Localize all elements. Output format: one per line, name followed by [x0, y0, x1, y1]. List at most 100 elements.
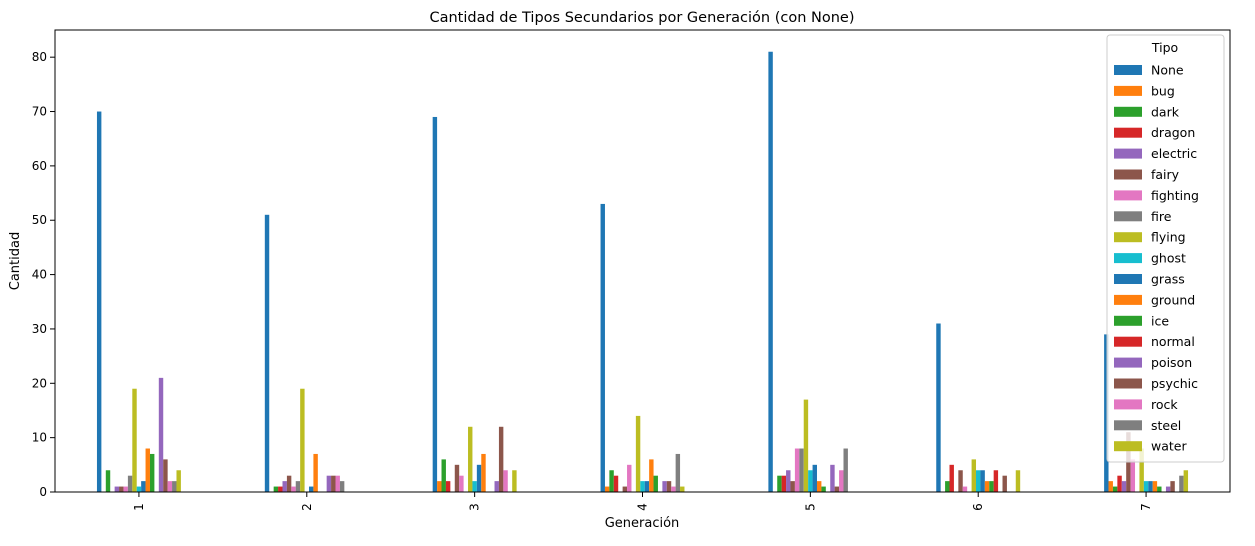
bar-None-gen-4	[600, 203, 605, 492]
bar-grass-gen-1	[141, 481, 146, 492]
bar-fire-gen-2	[295, 481, 301, 492]
bar-water-gen-1	[176, 470, 181, 492]
bar-flying-gen-5	[803, 399, 809, 492]
bar-steel-gen-2	[339, 481, 345, 492]
bar-fairy-gen-2	[286, 475, 292, 492]
legend-label-ground: ground	[1151, 292, 1195, 307]
bar-bug-gen-4	[604, 486, 610, 492]
bar-fighting-gen-1	[123, 486, 128, 492]
legend-label-fire: fire	[1151, 209, 1172, 224]
bar-ghost-gen-6	[976, 470, 981, 492]
bar-ghost-gen-4	[640, 481, 645, 492]
legend-swatch-ghost	[1114, 253, 1142, 264]
bar-ground-gen-1	[145, 448, 150, 492]
bar-poison-gen-5	[830, 464, 835, 492]
bar-ice-gen-5	[821, 486, 826, 492]
bar-dark-gen-6	[945, 481, 950, 492]
bar-dragon-gen-3	[445, 481, 451, 492]
bar-dark-gen-4	[609, 470, 614, 492]
legend-label-poison: poison	[1151, 355, 1192, 370]
bar-normal-gen-6	[993, 470, 999, 492]
bar-electric-gen-7	[1121, 481, 1127, 492]
y-axis: 0 10 20 30 40 50 60 70 80	[32, 50, 55, 499]
legend-swatch-dark	[1114, 106, 1142, 117]
bar-None-gen-3	[432, 116, 438, 493]
bar-ground-gen-2	[313, 453, 318, 492]
legend-box	[1106, 34, 1225, 463]
bar-ghost-gen-7	[1143, 481, 1149, 492]
bar-electric-gen-2	[282, 481, 287, 492]
chart-title: Cantidad de Tipos Secundarios por Genera…	[429, 10, 854, 26]
legend-label-ice: ice	[1151, 313, 1169, 328]
bar-ice-gen-4	[653, 475, 658, 492]
legend-swatch-flying	[1114, 232, 1142, 243]
legend-title: Tipo	[1151, 40, 1178, 55]
legend-label-fighting: fighting	[1151, 188, 1199, 203]
bar-ground-gen-6	[984, 481, 990, 492]
bar-flying-gen-4	[635, 415, 641, 492]
y-tick-label: 50	[32, 213, 47, 227]
bar-ice-gen-7	[1157, 486, 1162, 492]
y-tick-label: 70	[32, 105, 47, 119]
legend-label-water: water	[1151, 439, 1187, 454]
x-tick-label: 2	[300, 503, 314, 511]
bar-flying-gen-3	[468, 426, 473, 492]
axes-frame	[54, 29, 1231, 493]
plot-area	[96, 51, 1189, 493]
x-axis: 1 2 3 4 5 6 7	[132, 492, 1153, 511]
legend-label-fairy: fairy	[1151, 167, 1180, 182]
bar-psychic-gen-5	[834, 486, 840, 492]
legend-swatch-psychic	[1114, 378, 1142, 389]
legend-swatch-grass	[1114, 274, 1142, 284]
bar-water-gen-6	[1015, 470, 1021, 492]
x-tick-label: 5	[803, 503, 817, 511]
legend-label-normal: normal	[1151, 334, 1195, 349]
bar-water-gen-4	[680, 486, 685, 492]
y-tick-label: 40	[32, 268, 47, 282]
bar-psychic-gen-3	[498, 426, 504, 492]
bar-ghost-gen-5	[808, 470, 813, 492]
bar-ghost-gen-3	[472, 481, 477, 492]
bar-dark-gen-1	[105, 470, 111, 492]
legend-swatch-bug	[1114, 85, 1142, 96]
bar-fairy-gen-1	[119, 486, 124, 492]
bar-grass-gen-7	[1148, 481, 1153, 492]
bar-psychic-gen-1	[163, 459, 168, 492]
x-tick-label: 4	[636, 503, 650, 511]
bar-grass-gen-6	[980, 470, 985, 492]
bar-fighting-gen-3	[459, 475, 464, 492]
legend-label-bug: bug	[1151, 83, 1175, 98]
bar-psychic-gen-6	[1002, 475, 1007, 492]
bar-fairy-gen-6	[958, 470, 963, 492]
bar-flying-gen-6	[971, 459, 977, 492]
bar-ground-gen-5	[816, 481, 822, 492]
bar-flying-gen-7	[1139, 448, 1144, 492]
bar-flying-gen-1	[132, 388, 137, 492]
bar-psychic-gen-2	[331, 475, 336, 492]
bar-grass-gen-3	[476, 464, 482, 492]
bar-poison-gen-3	[494, 481, 499, 492]
bar-None-gen-5	[768, 51, 773, 493]
bar-fighting-gen-5	[794, 448, 800, 492]
legend-swatch-normal	[1114, 336, 1142, 347]
y-tick-label: 0	[39, 485, 47, 499]
legend-swatch-ground	[1114, 294, 1142, 305]
legend-swatch-None	[1114, 65, 1142, 75]
legend-swatch-fire	[1114, 211, 1142, 222]
bar-rock-gen-1	[167, 481, 173, 492]
bar-electric-gen-5	[786, 470, 791, 492]
bar-None-gen-6	[936, 323, 941, 492]
y-axis-title: Cantidad	[8, 232, 23, 290]
legend-label-None: None	[1151, 63, 1184, 78]
bar-steel-gen-7	[1179, 475, 1184, 492]
legend-swatch-ice	[1114, 315, 1142, 326]
bar-rock-gen-3	[503, 470, 508, 492]
x-tick-label: 7	[1139, 503, 1153, 511]
bar-ice-gen-1	[149, 453, 155, 492]
bar-steel-gen-1	[172, 481, 177, 492]
y-tick-label: 60	[32, 159, 47, 173]
y-tick-label: 20	[32, 376, 47, 390]
legend-swatch-electric	[1114, 148, 1142, 159]
bar-None-gen-2	[264, 214, 270, 493]
bar-dark-gen-3	[441, 459, 446, 492]
